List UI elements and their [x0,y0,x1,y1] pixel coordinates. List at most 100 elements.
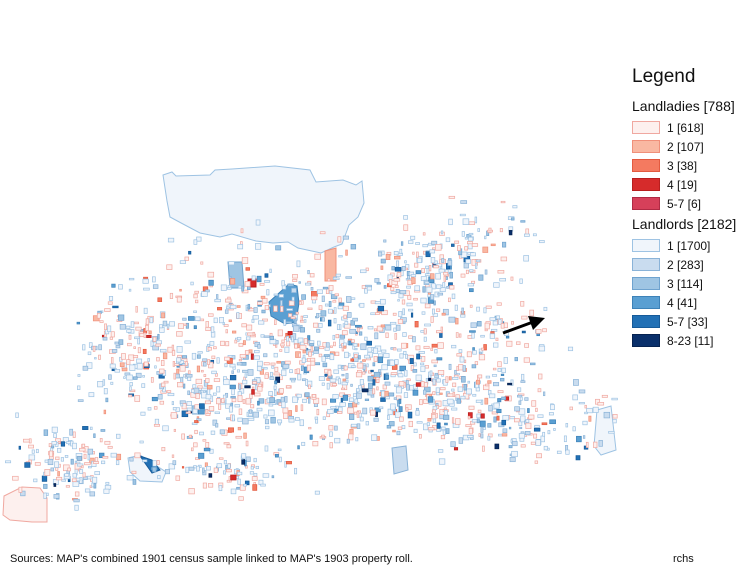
parcel [129,457,134,462]
parcel [418,351,425,354]
parcel [460,314,466,318]
parcel [426,422,430,427]
parcel [223,324,229,327]
parcel [140,411,146,416]
parcel [302,349,306,354]
parcel [502,415,510,421]
parcel [565,423,569,428]
parcel [423,328,427,335]
parcel [141,383,146,388]
parcel [348,397,354,403]
parcel [333,307,337,314]
parcel [101,460,106,465]
parcel [369,409,376,416]
parcel [231,388,235,396]
parcel [48,450,54,458]
landlady-parcel-north [324,247,337,282]
parcel [572,394,578,401]
parcel [177,354,182,358]
parcel [535,407,538,412]
parcel [115,345,121,349]
legend-label: 4 [41] [667,295,698,310]
parcel [341,347,345,352]
parcel [548,412,554,416]
parcel [459,356,465,363]
parcel [374,278,380,283]
parcel [454,304,458,311]
parcel [166,264,173,270]
parcel [185,466,190,474]
parcel [393,251,399,256]
parcel [284,461,287,468]
parcel [393,327,397,332]
parcel [308,384,311,390]
parcel [472,393,477,397]
parcel [118,339,124,345]
parcel [430,294,435,300]
parcel [238,342,244,347]
parcel [431,359,438,364]
parcel [601,394,608,398]
parcel [332,394,339,400]
parcel [115,460,120,466]
parcel [216,386,221,393]
parcel [370,369,374,373]
parcel [567,346,574,352]
legend-label: 2 [283] [667,257,704,272]
parcel [279,349,283,352]
parcel [547,430,551,435]
parcel [401,266,406,272]
parcel [53,433,57,438]
parcel [98,344,102,351]
parcel [159,348,167,353]
legend-swatch [632,296,660,309]
parcel [445,237,451,243]
parcel [324,303,329,307]
parcel [436,284,442,289]
parcel [290,316,296,320]
parcel [53,494,60,499]
parcel [51,445,55,449]
parcel [23,438,30,443]
parcel [500,256,508,262]
parcel [443,275,446,282]
parcel [331,383,338,387]
legend-item-landlords: 3 [114] [632,274,747,293]
parcel [162,352,168,360]
parcel [355,371,363,378]
parcel [406,285,411,289]
parcel [436,330,442,334]
parcel [443,271,449,276]
parcel [259,282,265,286]
parcel [160,360,165,366]
parcel [311,394,317,398]
parcel [188,466,195,471]
parcel [314,346,320,351]
parcel [284,360,291,365]
parcel [273,372,280,376]
parcel [391,266,396,271]
parcel [421,268,425,274]
parcel [219,317,224,324]
parcel [88,392,95,398]
parcel [350,383,353,387]
parcel [466,351,472,358]
parcel [353,343,358,347]
parcel [247,332,254,336]
parcel [576,435,582,443]
parcel [321,295,325,302]
parcel [132,376,138,380]
parcel [332,334,336,340]
parcel [300,365,304,371]
parcel [575,455,581,461]
parcel [142,375,145,378]
parcel [365,421,369,426]
parcel [388,279,393,286]
parcel [100,429,106,432]
parcel [286,385,291,389]
parcel [151,396,158,402]
parcel [60,441,66,447]
parcel [278,294,284,298]
parcel [467,415,471,420]
parcel [76,321,81,325]
